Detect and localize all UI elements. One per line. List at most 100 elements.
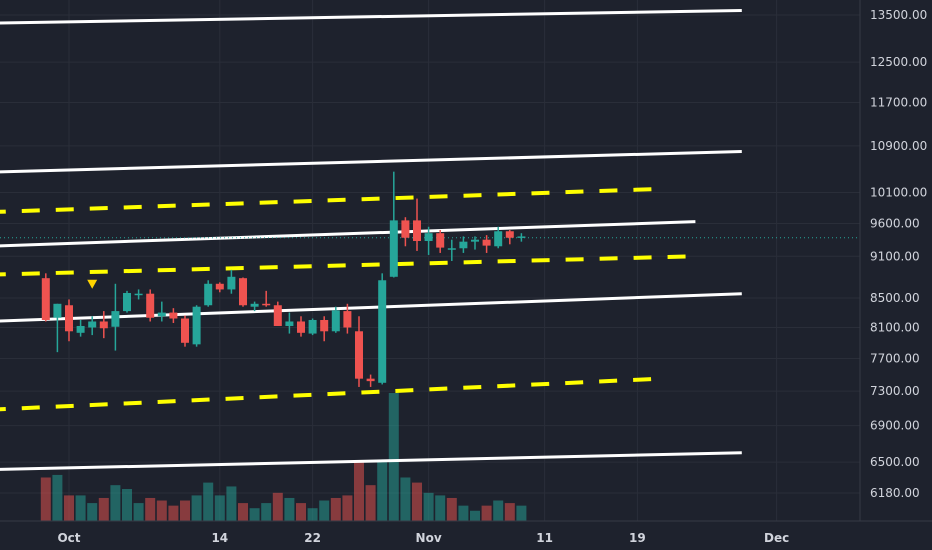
volume-bar <box>64 495 74 521</box>
volume-bar <box>168 505 179 521</box>
time-axis[interactable]: Oct 14 22 Nov 11 19 Dec <box>57 531 789 545</box>
volume-bar <box>272 492 283 521</box>
dashed-channel-line[interactable] <box>0 186 661 214</box>
markers <box>87 279 98 289</box>
candle-body <box>436 233 445 248</box>
y-tick-label: 9100.00 <box>870 249 920 263</box>
candle-body <box>517 236 526 238</box>
volume-bar <box>377 462 388 521</box>
volume-bar <box>493 500 504 521</box>
volume-bar <box>504 503 515 521</box>
candle-body <box>53 303 62 318</box>
candle-body <box>157 312 166 317</box>
candle-body <box>41 278 50 320</box>
volume-bar <box>87 503 98 521</box>
candle-body <box>215 283 224 290</box>
candle-body <box>285 321 294 326</box>
candle-body <box>227 276 236 290</box>
candle-body <box>111 311 120 327</box>
x-tick-label: 14 <box>211 531 228 545</box>
volume-bar <box>238 503 248 521</box>
volume-bar <box>296 503 306 521</box>
candle-body <box>424 233 433 242</box>
trend-lines[interactable] <box>0 8 860 471</box>
signal-marker <box>87 279 98 289</box>
volume-bar <box>52 474 63 521</box>
candle-body <box>331 310 340 332</box>
candle-body <box>471 239 479 242</box>
candle-body <box>378 280 387 383</box>
y-tick-label: 11700.00 <box>870 96 927 110</box>
candle-body <box>169 312 178 319</box>
candle-body <box>262 303 271 306</box>
y-tick-label: 7700.00 <box>870 351 920 365</box>
volume-bar <box>330 497 341 521</box>
volume-bar <box>435 495 446 521</box>
volume-bar <box>458 505 469 521</box>
volume-bar <box>249 508 260 521</box>
volume-bar <box>40 477 51 521</box>
candle-body <box>355 331 363 379</box>
y-tick-label: 13500.00 <box>870 8 927 22</box>
volume-bar <box>319 500 330 521</box>
candle-body <box>76 325 85 333</box>
volume-bar <box>180 500 190 521</box>
volume-bar <box>133 503 144 521</box>
candle-body <box>413 220 421 242</box>
volume-bar <box>226 486 237 521</box>
candle-body <box>320 319 329 332</box>
dashed-channel-line[interactable] <box>0 376 661 412</box>
candle-body <box>88 321 97 328</box>
y-tick-label: 8500.00 <box>870 291 920 305</box>
volume-bars <box>40 393 527 521</box>
y-tick-label: 6900.00 <box>870 419 920 433</box>
volume-bar <box>284 497 295 521</box>
volume-bar <box>261 503 272 521</box>
volume-bar <box>354 462 364 521</box>
candle-body <box>494 231 503 247</box>
y-tick-label: 6500.00 <box>870 455 920 469</box>
candle-body <box>192 306 201 345</box>
candle-body <box>123 292 131 312</box>
volume-bar <box>388 393 399 521</box>
dashed-channel-line[interactable] <box>0 254 696 277</box>
candle-body <box>146 293 155 318</box>
trend-line[interactable] <box>0 220 696 248</box>
volume-bar <box>470 510 480 521</box>
volume-bar <box>156 500 167 521</box>
y-tick-label: 7300.00 <box>870 384 920 398</box>
candle-body <box>273 305 282 326</box>
candle-body <box>134 293 143 296</box>
trend-line[interactable] <box>0 150 742 174</box>
candle-body <box>482 239 491 246</box>
candle-body <box>343 311 352 328</box>
volume-bar <box>110 485 121 521</box>
volume-bar <box>98 497 109 521</box>
trend-line[interactable] <box>0 8 742 25</box>
x-tick-label: 19 <box>629 531 646 545</box>
y-tick-label: 9600.00 <box>870 217 920 231</box>
volume-bar <box>481 505 492 521</box>
y-tick-label: 12500.00 <box>870 55 927 69</box>
volume-bar <box>214 495 225 521</box>
candle-body <box>204 283 213 306</box>
volume-bar <box>365 485 376 521</box>
volume-bar <box>191 495 202 521</box>
trend-line[interactable] <box>0 451 742 471</box>
candle-body <box>65 305 73 332</box>
candle-body <box>239 278 247 306</box>
candle-body <box>447 248 456 250</box>
price-axis[interactable]: 13500.00 12500.00 11700.00 10900.00 10100.00… <box>870 8 927 500</box>
x-tick-label: Nov <box>416 531 442 545</box>
y-tick-label: 10100.00 <box>870 186 927 200</box>
candle-body <box>366 378 375 382</box>
x-tick-label: 11 <box>536 531 553 545</box>
y-tick-label: 10900.00 <box>870 139 927 153</box>
candle-body <box>401 220 410 238</box>
volume-bar <box>145 497 156 521</box>
candle-body <box>459 241 468 249</box>
volume-bar <box>516 505 527 521</box>
volume-bar <box>122 489 132 521</box>
